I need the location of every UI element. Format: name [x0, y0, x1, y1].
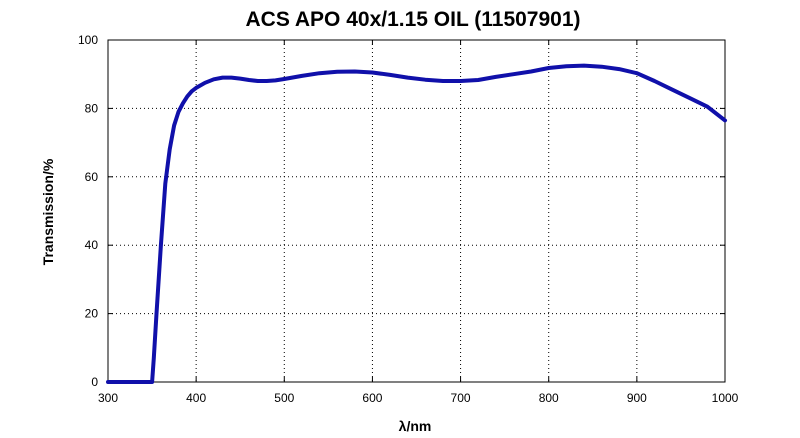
y-axis-label: Transmission/% — [40, 158, 56, 265]
chart-title: ACS APO 40x/1.15 OIL (11507901) — [245, 8, 580, 31]
x-tick-label: 800 — [539, 391, 559, 405]
transmission-series-line — [106, 63, 727, 384]
plot-frame — [107, 39, 726, 383]
axis-ticks: 300 400 500 600 700 800 900 1000 0 20 40 60 80 100 — [78, 33, 739, 405]
x-tick-label: 500 — [274, 391, 294, 405]
x-tick-label: 400 — [186, 391, 206, 405]
x-tick-label: 300 — [98, 391, 118, 405]
grid-lines — [108, 40, 725, 382]
x-tick-label: 900 — [627, 391, 647, 405]
x-tick-label: 700 — [451, 391, 471, 405]
x-tick-label: 600 — [362, 391, 382, 405]
y-tick-label: 80 — [85, 101, 99, 115]
x-tick-label: 1000 — [712, 391, 739, 405]
y-tick-label: 100 — [78, 33, 98, 47]
y-tick-label: 60 — [85, 170, 99, 184]
y-tick-label: 20 — [85, 307, 99, 321]
y-tick-label: 40 — [85, 238, 99, 252]
x-axis-label: λ/nm — [399, 418, 432, 434]
y-tick-label: 0 — [91, 375, 98, 389]
